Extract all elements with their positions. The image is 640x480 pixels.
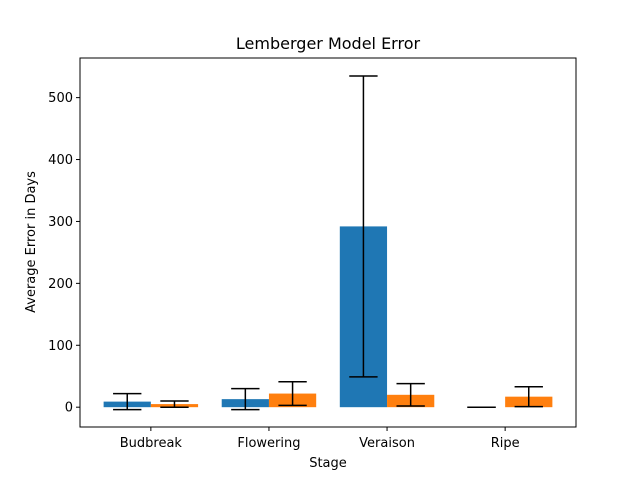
chart-title: Lemberger Model Error bbox=[236, 34, 421, 53]
x-tick-label-veraison: Veraison bbox=[359, 436, 415, 451]
x-tick-label-budbreak: Budbreak bbox=[120, 436, 183, 451]
x-axis-label: Stage bbox=[309, 456, 347, 471]
y-tick-label-400: 400 bbox=[48, 153, 73, 168]
y-tick-label-300: 300 bbox=[48, 215, 73, 230]
errorbars-layer bbox=[113, 75, 543, 411]
y-tick-label-100: 100 bbox=[48, 339, 73, 354]
x-tick-label-flowering: Flowering bbox=[237, 436, 300, 451]
y-axis-label: Average Error in Days bbox=[24, 171, 39, 313]
bars-layer bbox=[103, 226, 553, 408]
plot-frame bbox=[79, 57, 577, 428]
y-tick-label-200: 200 bbox=[48, 277, 73, 292]
y-tick-label-0: 0 bbox=[65, 401, 73, 416]
y-axis: 0 100 200 300 400 500 bbox=[48, 91, 80, 416]
y-tick-label-500: 500 bbox=[48, 91, 73, 106]
x-tick-label-ripe: Ripe bbox=[491, 436, 520, 451]
x-axis: Budbreak Flowering Veraison Ripe bbox=[120, 427, 520, 451]
